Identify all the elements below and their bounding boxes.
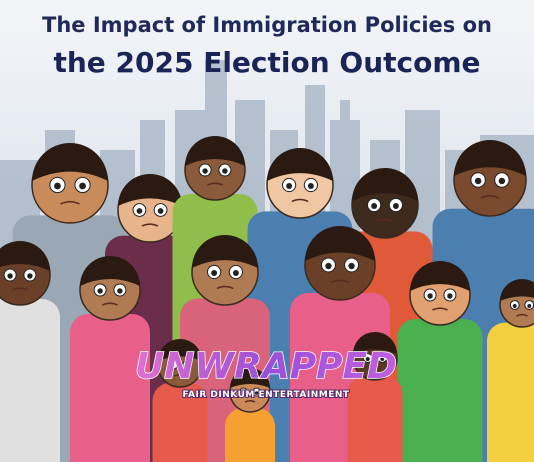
pupil [27, 273, 33, 279]
hair [500, 279, 534, 301]
torso [0, 299, 60, 462]
hair [158, 339, 202, 361]
mouth [369, 366, 381, 370]
hair [118, 174, 182, 206]
hair [32, 143, 108, 181]
pupil [54, 182, 61, 190]
pupil [286, 183, 293, 189]
torso [152, 382, 208, 462]
torso [225, 408, 275, 462]
pupil [97, 288, 103, 294]
pupil [392, 203, 399, 209]
watermark-brand: UNWRAPPED [135, 346, 397, 387]
hair [192, 235, 258, 268]
hair [0, 241, 50, 271]
pupil [211, 270, 218, 276]
pupil [447, 293, 453, 299]
pupil [371, 203, 378, 209]
title-line-2: the 2025 Election Outcome [53, 46, 480, 79]
crowd [0, 136, 534, 462]
torso [397, 319, 483, 462]
mouth [207, 182, 223, 186]
hair [305, 226, 375, 261]
mouth [330, 279, 350, 284]
mouth [102, 302, 118, 306]
torso [487, 322, 534, 462]
pupil [365, 357, 370, 361]
pupil [427, 293, 433, 299]
torso [347, 375, 403, 462]
pupil [527, 304, 532, 308]
hair [352, 168, 418, 201]
mouth [141, 223, 159, 227]
pupil [512, 304, 517, 308]
hair [454, 140, 526, 176]
pupil [348, 262, 355, 270]
pupil [241, 391, 246, 395]
mouth [174, 373, 186, 377]
hair [267, 148, 333, 181]
pupil [498, 177, 506, 185]
mouth [480, 195, 500, 199]
pupil [185, 364, 190, 368]
hair [353, 332, 397, 354]
pupil [232, 270, 239, 276]
mouth [244, 400, 256, 403]
pupil [170, 364, 175, 368]
mouth [12, 287, 28, 291]
hair [80, 256, 140, 286]
pupil [380, 357, 385, 361]
hair [230, 368, 270, 388]
pupil [7, 273, 13, 279]
mouth [516, 313, 528, 317]
pupil [157, 208, 164, 214]
mouth [216, 285, 234, 290]
title-line-1: The Impact of Immigration Policies on [42, 13, 492, 37]
pupil [254, 391, 259, 395]
mouth [376, 218, 394, 223]
torso [70, 314, 150, 462]
pupil [202, 168, 208, 174]
pupil [307, 183, 314, 189]
mouth [60, 200, 80, 205]
pupil [222, 168, 228, 174]
mouth [291, 198, 309, 203]
mouth [432, 307, 448, 311]
pupil [79, 182, 86, 190]
hair [185, 136, 245, 166]
pupil [136, 208, 143, 214]
pupil [474, 177, 482, 185]
pupil [325, 262, 332, 270]
hair [410, 261, 470, 291]
watermark-tagline: FAIR DINKUM ENTERTAINMENT [182, 390, 349, 400]
pupil [117, 288, 123, 294]
